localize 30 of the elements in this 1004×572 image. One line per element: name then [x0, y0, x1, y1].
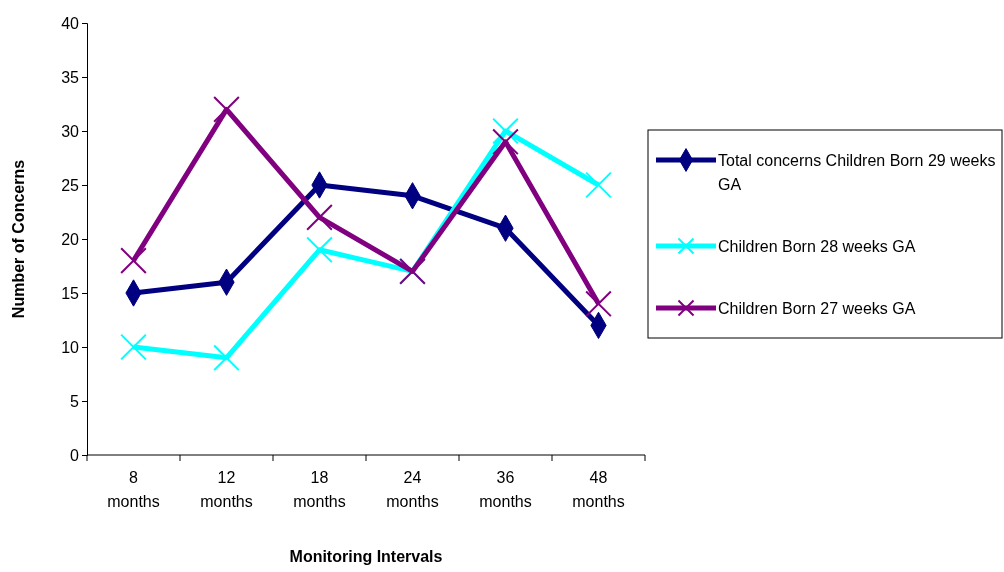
legend-label: Total concerns Children Born 29 weeks GA — [718, 152, 996, 193]
y-tick-label: 25 — [61, 176, 80, 194]
point — [585, 290, 612, 318]
x-tick-label: 48 months — [572, 469, 625, 510]
point — [306, 236, 333, 264]
x-tick-label: 12 months — [200, 469, 253, 510]
legend-label: Children Born 27 weeks GA — [718, 300, 916, 317]
legend-label: Children Born 28 weeks GA — [718, 238, 916, 255]
point — [213, 96, 240, 123]
y-tick-label: 5 — [70, 392, 80, 410]
x-tick-label: 18 months — [293, 469, 346, 510]
y-tick-label: 40 — [61, 14, 80, 32]
x-axis-title: Monitoring Intervals — [289, 548, 443, 565]
y-tick-label: 35 — [61, 68, 80, 86]
y-tick-label: 20 — [61, 230, 80, 248]
y-tick-label: 0 — [70, 446, 80, 464]
y-tick-label: 15 — [61, 284, 80, 302]
x-tick-label: 36 months — [479, 469, 532, 510]
y-tick-label: 30 — [61, 122, 80, 140]
x-tick-label: 24 months — [386, 469, 439, 510]
point — [120, 247, 147, 274]
point — [492, 128, 519, 156]
x-tick-label: 8 months — [107, 469, 160, 510]
point — [492, 117, 519, 145]
y-tick-label: 10 — [61, 338, 80, 356]
y-axis-title: Number of Concerns — [10, 159, 27, 319]
point — [213, 344, 240, 372]
point — [306, 204, 333, 231]
point — [585, 171, 612, 199]
point — [120, 333, 147, 361]
